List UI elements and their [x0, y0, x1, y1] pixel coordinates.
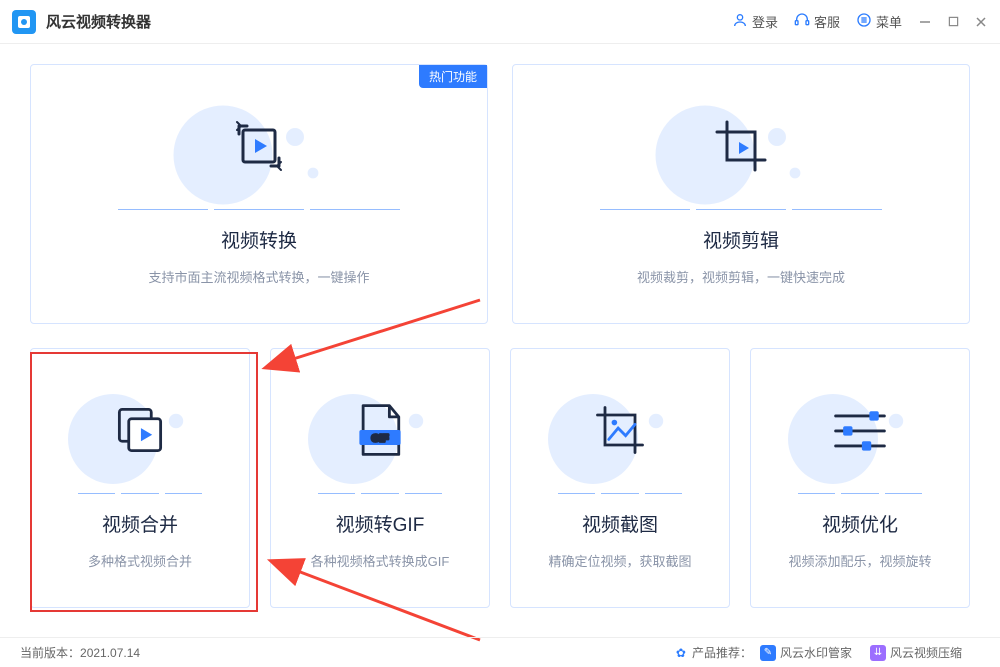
recommend-item-2[interactable]: ⇊ 风云视频压缩: [870, 644, 962, 661]
menu-label: 菜单: [876, 12, 902, 31]
user-icon: [732, 12, 748, 31]
compress-icon: ⇊: [870, 645, 886, 661]
version-value: 2021.07.14: [80, 646, 140, 660]
card-title: 视频截图: [582, 510, 658, 537]
crop-icon: [706, 111, 776, 181]
card-subtitle: 视频裁剪，视频剪辑，一键快速完成: [637, 267, 845, 286]
headset-icon: [794, 12, 810, 31]
login-label: 登录: [752, 12, 778, 31]
card-video-merge[interactable]: 视频合并 多种格式视频合并: [30, 348, 250, 608]
card-subtitle: 精确定位视频，获取截图: [548, 551, 691, 570]
card-title: 视频优化: [822, 510, 898, 537]
app-logo: [12, 10, 36, 34]
titlebar: 风云视频转换器 登录 客服 菜单: [0, 0, 1000, 44]
screenshot-icon: [585, 395, 655, 465]
card-video-edit[interactable]: 视频剪辑 视频裁剪，视频剪辑，一键快速完成: [512, 64, 970, 324]
card-video-convert[interactable]: 热门功能 视频转换 支持市面主流视频格式转换，一键操作: [30, 64, 488, 324]
minimize-button[interactable]: [918, 15, 932, 29]
card-subtitle: 各种视频格式转换成GIF: [311, 551, 450, 570]
recommend-2-label: 风云视频压缩: [890, 644, 962, 661]
recommend-label: 产品推荐：: [692, 644, 752, 661]
card-subtitle: 支持市面主流视频格式转换，一键操作: [148, 267, 369, 286]
support-label: 客服: [814, 12, 840, 31]
card-title: 视频合并: [102, 510, 178, 537]
convert-icon: [224, 111, 294, 181]
watermark-icon: ✎: [760, 645, 776, 661]
main-content: 热门功能 视频转换 支持市面主流视频格式转换，一键操作: [0, 44, 1000, 618]
svg-text:GIF: GIF: [371, 433, 388, 444]
card-subtitle: 视频添加配乐，视频旋转: [788, 551, 931, 570]
login-button[interactable]: 登录: [724, 8, 786, 35]
close-button[interactable]: [974, 15, 988, 29]
app-title: 风云视频转换器: [46, 11, 151, 32]
maximize-button[interactable]: [946, 15, 960, 29]
menu-button[interactable]: 菜单: [848, 8, 910, 35]
card-title: 视频转换: [221, 226, 297, 253]
card-video-optimize[interactable]: 视频优化 视频添加配乐，视频旋转: [750, 348, 970, 608]
footer: 当前版本： 2021.07.14 ✿ 产品推荐： ✎ 风云水印管家 ⇊ 风云视频…: [0, 637, 1000, 667]
merge-icon: [105, 395, 175, 465]
recommend-item-1[interactable]: ✎ 风云水印管家: [760, 644, 852, 661]
menu-icon: [856, 12, 872, 31]
card-title: 视频转GIF: [336, 510, 425, 537]
card-subtitle: 多种格式视频合并: [88, 551, 192, 570]
card-video-to-gif[interactable]: GIF 视频转GIF 各种视频格式转换成GIF: [270, 348, 490, 608]
recommend-1-label: 风云水印管家: [780, 644, 852, 661]
card-title: 视频剪辑: [703, 226, 779, 253]
gif-icon: GIF: [345, 395, 415, 465]
sliders-icon: [825, 395, 895, 465]
support-button[interactable]: 客服: [786, 8, 848, 35]
card-video-screenshot[interactable]: 视频截图 精确定位视频，获取截图: [510, 348, 730, 608]
version-label: 当前版本：: [20, 644, 80, 661]
